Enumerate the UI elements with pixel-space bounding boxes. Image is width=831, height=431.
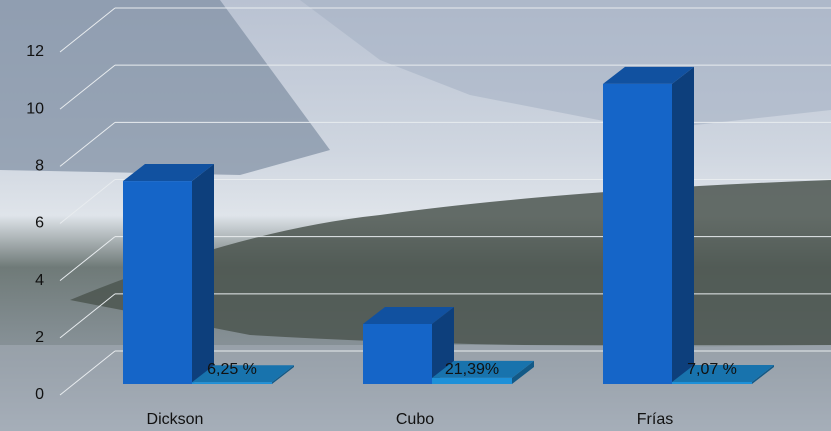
bar-top: [123, 164, 214, 182]
bar-top: [432, 360, 534, 378]
bar-side: [752, 364, 774, 384]
y-tick-label: 6: [35, 215, 44, 232]
bar: [123, 181, 192, 384]
bar-side: [192, 164, 214, 384]
x-tick-label: Frías: [637, 411, 673, 428]
bar: [192, 382, 272, 384]
bar: [432, 377, 512, 384]
bar-side: [272, 365, 294, 384]
grid-line-diagonal: [59, 293, 116, 339]
y-tick-label: 4: [35, 272, 44, 289]
grid-line-diagonal: [59, 179, 116, 224]
y-tick-label: 10: [26, 100, 44, 117]
grid-line-diagonal: [59, 236, 116, 282]
bar-top: [192, 365, 294, 383]
data-label: 6,25 %: [207, 361, 257, 378]
y-tick-label: 12: [26, 43, 44, 60]
x-tick-label: Dickson: [147, 411, 204, 428]
bar-side: [432, 306, 454, 384]
grid-line-diagonal: [59, 121, 116, 167]
y-tick-label: 0: [35, 386, 44, 403]
bar-side: [512, 360, 534, 384]
bar-side: [672, 66, 694, 384]
bar: [603, 83, 672, 384]
bar-top: [603, 66, 694, 84]
data-label: 21,39%: [445, 361, 499, 378]
mountain: [0, 0, 330, 175]
bar: [363, 323, 432, 384]
grid-line-diagonal: [59, 7, 116, 53]
grid-line-diagonal: [59, 350, 116, 396]
y-tick-label: 2: [35, 329, 44, 346]
x-tick-label: Cubo: [396, 411, 434, 428]
grid-line-diagonal: [59, 64, 116, 110]
bar-top: [363, 306, 454, 324]
y-tick-label: 8: [35, 158, 44, 175]
bar: [672, 381, 752, 384]
bar-top: [672, 364, 774, 382]
data-label: 7,07 %: [687, 361, 737, 378]
